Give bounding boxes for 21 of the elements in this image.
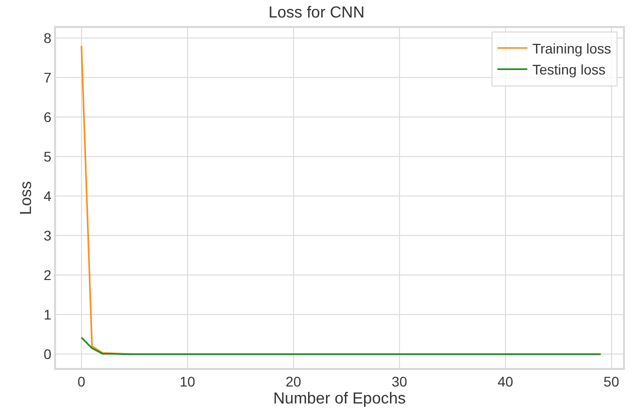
y-tick-label: 8: [44, 30, 52, 46]
y-axis-title: Loss: [18, 181, 36, 215]
y-tick-label: 2: [44, 266, 52, 283]
y-tick-label: 5: [44, 148, 52, 164]
x-axis-title: Number of Epochs: [273, 390, 406, 408]
line-series: [80, 336, 602, 355]
legend-label: Testing loss: [532, 62, 606, 78]
chart-title: Loss for CNN: [268, 4, 365, 22]
y-tick-label: 1: [44, 306, 52, 323]
x-tick-label: 10: [180, 374, 196, 390]
x-tick-label: 0: [78, 374, 86, 390]
y-tick-label: 4: [44, 188, 52, 204]
x-tick-label: 30: [392, 374, 408, 390]
y-tick-label: 3: [44, 227, 52, 244]
legend-label: Training loss: [532, 40, 612, 56]
x-tick-label: 40: [498, 374, 514, 390]
y-tick-label: 7: [44, 69, 52, 86]
y-tick-label: 6: [44, 108, 52, 125]
y-tick-label: 0: [44, 346, 52, 362]
x-tick-label: 20: [286, 374, 302, 390]
x-tick-label: 50: [604, 374, 620, 390]
